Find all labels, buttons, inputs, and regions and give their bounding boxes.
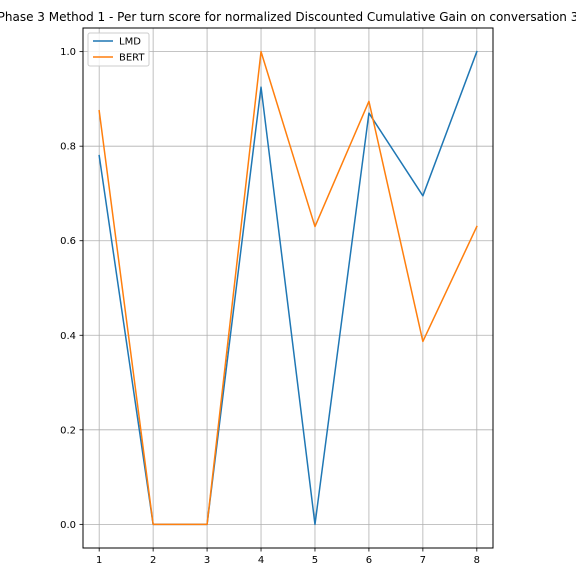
- x-tick-label: 2: [150, 555, 156, 566]
- series-line-lmd: [98, 50, 478, 526]
- y-tick-label: 0.6: [60, 236, 76, 247]
- chart-title: Phase 3 Method 1 - Per turn score for no…: [0, 10, 576, 24]
- x-tick-label: 8: [474, 555, 480, 566]
- x-tick-label: 1: [96, 555, 102, 566]
- x-tick-label: 4: [258, 555, 264, 566]
- y-tick-label: 0.2: [60, 425, 76, 436]
- y-tick-label: 0.4: [60, 331, 76, 342]
- series-lines: [98, 50, 478, 526]
- legend: LMD BERT: [87, 32, 150, 67]
- y-tick-label: 1.0: [60, 47, 76, 58]
- legend-label-lmd: LMD: [119, 37, 141, 48]
- y-tick-label: 0.8: [60, 142, 76, 153]
- x-tick-label: 3: [204, 555, 210, 566]
- plot-frame: [82, 27, 494, 549]
- x-tick-label: 6: [366, 555, 372, 566]
- legend-label-bert: BERT: [119, 53, 145, 64]
- x-tick-label: 5: [312, 555, 318, 566]
- series-line-bert: [98, 50, 478, 526]
- y-tick-label: 0.0: [60, 520, 76, 531]
- y-axis: 0.0 0.2 0.4 0.6 0.8 1.0: [60, 47, 83, 531]
- x-axis: 1 2 3 4 5 6 7 8: [96, 548, 480, 566]
- x-tick-label: 7: [420, 555, 426, 566]
